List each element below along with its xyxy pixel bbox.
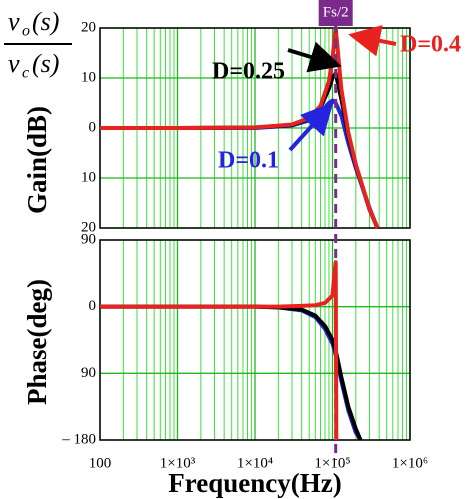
arrow xyxy=(287,41,342,73)
formula-num-arg: (s) xyxy=(32,7,59,36)
fs-half-box xyxy=(318,0,353,26)
x-tick-label: 100 xyxy=(89,455,112,471)
y-tick-label: – 180 xyxy=(61,431,96,447)
arrow xyxy=(348,25,397,57)
annotation: D=0.25 xyxy=(212,59,285,85)
formula-den-sub: c xyxy=(22,65,29,82)
formula-num-var: v xyxy=(8,7,20,36)
y-tick-label: 10 xyxy=(81,169,96,185)
y-tick-label: 90 xyxy=(81,365,96,381)
annotation: D=0.4 xyxy=(400,32,461,58)
labels: v o (s) v c (s) Gain(dB) Phase(deg) Freq… xyxy=(4,0,461,498)
annotation: D=0.1 xyxy=(218,148,279,174)
grid xyxy=(99,27,411,441)
y-tick-label: 90 xyxy=(81,231,96,247)
y-tick-label: 0 xyxy=(89,119,97,135)
y-tick-label: 20 xyxy=(81,19,96,35)
series-line xyxy=(100,260,339,441)
curves xyxy=(100,24,380,460)
arrow xyxy=(288,102,334,152)
x-tick-label: 1×10³ xyxy=(160,455,196,471)
x-tick-label: 1×10⁵ xyxy=(314,455,350,471)
formula-den-var: v xyxy=(8,49,20,78)
fs-half-label: Fs/2 xyxy=(323,4,349,20)
y-axis-label: Phase(deg) xyxy=(22,279,52,405)
y-tick-label: 10 xyxy=(81,69,96,85)
y-tick-label: 0 xyxy=(89,298,97,314)
x-axis-label: Frequency(Hz) xyxy=(168,468,341,498)
x-tick-label: 1×10⁴ xyxy=(237,455,273,471)
formula-num-sub: o xyxy=(22,23,30,40)
plot-frame xyxy=(99,239,411,441)
y-tick-label: 20 xyxy=(81,219,96,235)
x-tick-label: 1×10⁶ xyxy=(392,455,428,471)
formula-den-arg: (s) xyxy=(32,49,59,78)
y-axis-label: Gain(dB) xyxy=(22,106,52,214)
